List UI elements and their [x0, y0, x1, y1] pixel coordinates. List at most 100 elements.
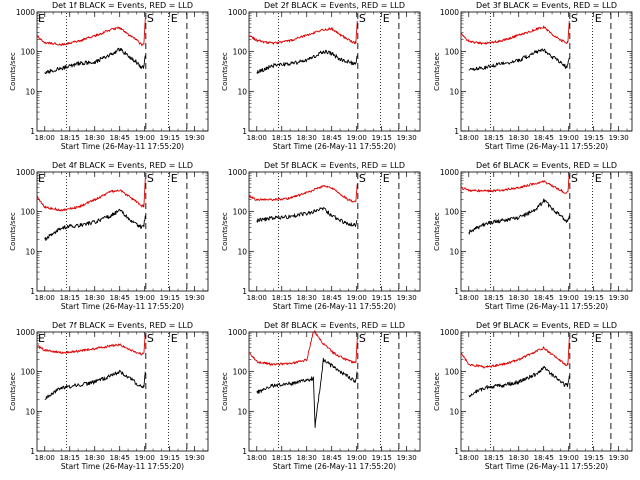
series-line-lld: [36, 18, 146, 47]
x-tick-label: 18:15: [484, 134, 504, 142]
panel-4: Det 4f BLACK = Events, RED = LLD 1 10 100 10…: [9, 161, 209, 311]
x-tick-label: 18:00: [459, 294, 479, 302]
time-marker-letter: E: [383, 172, 390, 185]
x-tick-label: 19:15: [372, 134, 392, 142]
series-line-events: [44, 208, 146, 241]
x-tick-label: 19:15: [160, 134, 180, 142]
series-line-events: [256, 49, 358, 74]
time-marker-letter: S: [359, 12, 366, 25]
y-axis-label: Counts/sec: [221, 372, 229, 411]
y-axis-label: Counts/sec: [433, 212, 441, 251]
x-axis-label: Start Time (26-May-11 17:55:20): [485, 302, 608, 311]
x-axis-label: Start Time (26-May-11 17:55:20): [485, 142, 608, 151]
panel-9: Det 9f BLACK = Events, RED = LLD 1 10 100 10…: [433, 321, 633, 471]
y-tick-label: 100: [233, 368, 248, 377]
x-tick-label: 18:45: [322, 454, 342, 462]
y-tick-label: 10: [237, 247, 247, 256]
x-tick-label: 18:15: [484, 294, 504, 302]
y-tick-label: 100: [21, 208, 36, 217]
panel-2: Det 2f BLACK = Events, RED = LLD 1 10 100 10…: [221, 1, 421, 151]
panel-1: Det 1f BLACK = Events, RED = LLD 1 10 100 10…: [9, 1, 209, 151]
x-tick-label: 18:30: [297, 294, 317, 302]
y-tick-label: 10: [449, 87, 459, 96]
y-tick-label: 1: [30, 287, 35, 296]
time-marker-letter: S: [147, 172, 154, 185]
y-tick-label: 100: [445, 48, 460, 57]
panel-8: Det 8f BLACK = Events, RED = LLD 1 10 100 10…: [221, 321, 421, 471]
x-tick-label: 18:45: [110, 454, 130, 462]
y-axis-label: Counts/sec: [433, 372, 441, 411]
series-line-lld: [248, 330, 358, 366]
time-marker-letter: E: [171, 172, 178, 185]
time-marker-letter: S: [147, 332, 154, 345]
y-axis-label: Counts/sec: [221, 52, 229, 91]
time-marker-letter: E: [595, 12, 602, 25]
y-tick-label: 100: [233, 48, 248, 57]
time-marker-letter: E: [383, 332, 390, 345]
series-line-lld: [460, 173, 570, 194]
time-marker-letter: E: [38, 12, 45, 25]
panel-title: Det 2f BLACK = Events, RED = LLD: [264, 1, 405, 10]
series-line-lld: [36, 333, 146, 356]
series-line-lld: [248, 183, 358, 203]
axes-frame: [36, 11, 209, 132]
x-tick-label: 19:00: [347, 134, 367, 142]
x-tick-label: 19:00: [135, 294, 155, 302]
x-tick-label: 18:30: [509, 454, 529, 462]
x-axis-label: Start Time (26-May-11 17:55:20): [273, 142, 396, 151]
series-line-lld: [36, 178, 146, 212]
x-tick-label: 18:15: [60, 294, 80, 302]
y-tick-label: 1000: [16, 328, 35, 337]
time-marker-letter: E: [38, 332, 45, 345]
y-axis-label: Counts/sec: [221, 212, 229, 251]
x-tick-label: 18:30: [509, 294, 529, 302]
x-tick-label: 19:15: [584, 294, 604, 302]
series-line-events: [468, 48, 570, 71]
x-tick-label: 19:00: [347, 454, 367, 462]
y-tick-label: 1000: [16, 8, 35, 17]
y-tick-label: 10: [25, 407, 35, 416]
x-tick-label: 18:15: [60, 454, 80, 462]
panel-title: Det 7f BLACK = Events, RED = LLD: [52, 321, 193, 330]
time-marker-letter: S: [359, 332, 366, 345]
x-tick-label: 18:30: [297, 134, 317, 142]
panel-title: Det 1f BLACK = Events, RED = LLD: [52, 1, 193, 10]
series-line-lld: [460, 20, 570, 45]
y-tick-label: 1000: [228, 328, 247, 337]
axes-frame: [248, 11, 421, 132]
x-tick-label: 19:30: [609, 454, 629, 462]
x-tick-label: 18:45: [534, 454, 554, 462]
x-tick-label: 18:00: [35, 134, 55, 142]
x-tick-label: 18:45: [534, 134, 554, 142]
x-tick-label: 19:15: [160, 294, 180, 302]
y-axis-label: Counts/sec: [433, 52, 441, 91]
x-tick-label: 18:45: [322, 134, 342, 142]
y-tick-label: 10: [25, 247, 35, 256]
x-tick-label: 18:45: [110, 134, 130, 142]
x-tick-label: 19:00: [559, 454, 579, 462]
panel-title: Det 3f BLACK = Events, RED = LLD: [476, 1, 617, 10]
y-tick-label: 1: [242, 287, 247, 296]
x-tick-label: 19:00: [135, 134, 155, 142]
series-line-lld: [248, 20, 358, 45]
x-tick-label: 18:30: [85, 294, 105, 302]
x-tick-label: 19:00: [559, 134, 579, 142]
time-marker-letter: E: [38, 172, 45, 185]
series-line-events: [468, 198, 570, 235]
x-tick-label: 18:30: [509, 134, 529, 142]
x-tick-label: 18:30: [85, 134, 105, 142]
x-axis-label: Start Time (26-May-11 17:55:20): [273, 462, 396, 471]
y-tick-label: 1: [454, 287, 459, 296]
x-tick-label: 19:15: [372, 294, 392, 302]
y-tick-label: 1000: [440, 328, 459, 337]
x-tick-label: 18:30: [85, 454, 105, 462]
axes-frame: [248, 171, 421, 292]
panel-7: Det 7f BLACK = Events, RED = LLD 1 10 100 10…: [9, 321, 209, 471]
axes-frame: [36, 171, 209, 292]
y-tick-label: 100: [21, 368, 36, 377]
time-marker-letter: E: [595, 172, 602, 185]
x-tick-label: 19:15: [372, 454, 392, 462]
series-line-events: [44, 47, 146, 75]
x-tick-label: 18:30: [297, 454, 317, 462]
y-tick-label: 100: [445, 208, 460, 217]
